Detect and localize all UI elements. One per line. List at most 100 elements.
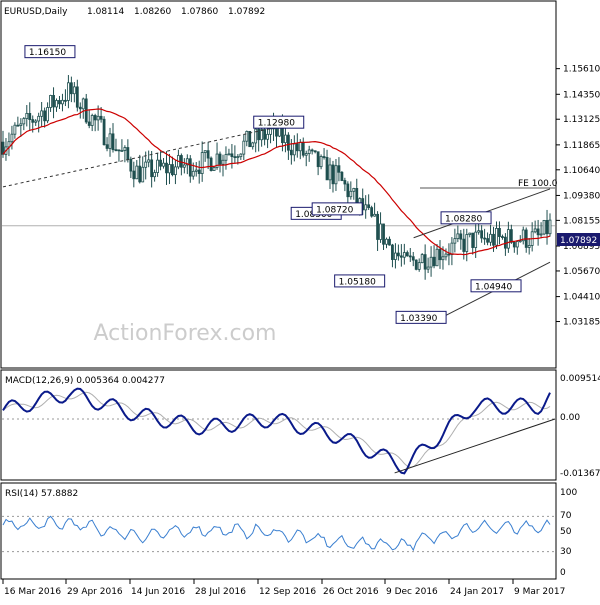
candle-body xyxy=(340,171,344,181)
candle-body xyxy=(477,230,481,233)
candle-body xyxy=(450,242,454,255)
candle-body xyxy=(16,124,20,127)
candle-body xyxy=(334,165,338,185)
candle-body xyxy=(429,256,433,268)
candle-body xyxy=(391,244,394,260)
candle-body xyxy=(200,152,204,174)
candle-body xyxy=(536,228,540,236)
candle-body xyxy=(518,240,522,243)
rsi-panel-frame xyxy=(0,482,557,580)
price-tick-label: 1.04410 xyxy=(563,293,600,303)
candle-body xyxy=(99,115,103,120)
candle-body xyxy=(420,254,424,264)
price-tick-label: 1.03185 xyxy=(563,318,600,328)
candle-body xyxy=(465,234,469,252)
price-tick-label: 1.15610 xyxy=(563,65,600,75)
candle-body xyxy=(319,156,323,168)
candle-body xyxy=(346,183,350,198)
candle-body xyxy=(498,228,501,237)
candle-body xyxy=(379,223,382,240)
candle-body xyxy=(182,164,186,168)
candle-body xyxy=(304,153,308,156)
candle-body xyxy=(49,95,52,108)
price-panel-frame xyxy=(0,0,557,369)
candle-body xyxy=(52,95,55,108)
candle-body xyxy=(512,241,516,248)
rsi-tick-0: 0 xyxy=(560,568,566,578)
candle-body xyxy=(257,128,261,141)
macd-signal-line xyxy=(2,391,551,468)
candle-body xyxy=(509,229,513,243)
candle-body xyxy=(67,82,70,101)
annotation-label: 1.04940 xyxy=(475,282,512,292)
candle-body xyxy=(266,133,269,140)
candle-body xyxy=(471,232,475,248)
candle-body xyxy=(96,115,100,121)
candle-body xyxy=(435,248,439,267)
candle-body xyxy=(382,223,385,245)
candle-body xyxy=(144,161,148,168)
candle-body xyxy=(307,149,311,154)
macd-panel-frame xyxy=(0,369,557,481)
candle-body xyxy=(254,128,258,144)
candle-body xyxy=(456,233,460,240)
candle-body xyxy=(539,233,543,236)
annotation-label: 1.12980 xyxy=(258,119,295,129)
candle-body xyxy=(75,86,79,108)
candle-body xyxy=(301,141,305,156)
candle-body xyxy=(135,165,139,180)
price-tick-label: 1.06895 xyxy=(563,242,600,252)
macd-tick-bottom: -0.013671 xyxy=(560,469,600,479)
macd-layer xyxy=(2,387,556,475)
candle-body xyxy=(197,169,201,174)
annotation-box xyxy=(395,310,447,324)
candle-body xyxy=(295,143,299,152)
candle-body xyxy=(343,180,347,185)
dashed-trendline xyxy=(2,121,300,188)
candle-body xyxy=(432,256,436,267)
candle-body xyxy=(298,141,302,152)
candle-body xyxy=(13,124,17,135)
candle-body xyxy=(331,164,335,185)
candle-body xyxy=(212,167,216,171)
rsi-tick-50: 50 xyxy=(560,527,572,537)
candle-body xyxy=(501,236,504,238)
candle-body xyxy=(227,153,231,156)
candle-body xyxy=(61,99,64,105)
candle-body xyxy=(269,128,272,135)
price-layer: 1.161501.129801.085001.087201.051801.033… xyxy=(1,45,552,324)
candle-body xyxy=(533,228,537,233)
annotation-box xyxy=(253,115,305,129)
price-axis: 1.15610 1.14350 1.13125 1.11865 1.10640 1.093… xyxy=(556,65,600,328)
candle-body xyxy=(417,262,421,270)
candle-body xyxy=(316,151,320,168)
price-tick-label: 1.05670 xyxy=(563,267,600,277)
candle-body xyxy=(69,82,73,95)
candle-body xyxy=(81,98,85,110)
candle-body xyxy=(31,119,35,123)
candle-body xyxy=(168,164,171,174)
candle-body xyxy=(37,115,41,122)
candle-body xyxy=(153,172,157,178)
price-tick-label: 1.13125 xyxy=(563,115,600,125)
candle-body xyxy=(506,229,510,249)
rsi-line xyxy=(2,515,551,552)
x-tick-label: 29 Apr 2016 xyxy=(67,587,123,597)
symbol-label: EURUSD,Daily xyxy=(4,7,68,17)
candle-body xyxy=(120,150,124,152)
candle-body xyxy=(527,245,531,248)
candle-body xyxy=(289,149,293,156)
rsi-tick-30: 30 xyxy=(560,547,572,557)
candle-body xyxy=(364,204,368,211)
candle-body xyxy=(322,156,326,158)
candle-body xyxy=(495,228,498,246)
candle-body xyxy=(206,150,210,159)
candle-body xyxy=(43,110,47,122)
candle-body xyxy=(239,153,243,158)
candle-body xyxy=(72,86,76,95)
candle-body xyxy=(40,110,44,117)
rsi-label: RSI(14) 57.8882 xyxy=(5,489,78,499)
